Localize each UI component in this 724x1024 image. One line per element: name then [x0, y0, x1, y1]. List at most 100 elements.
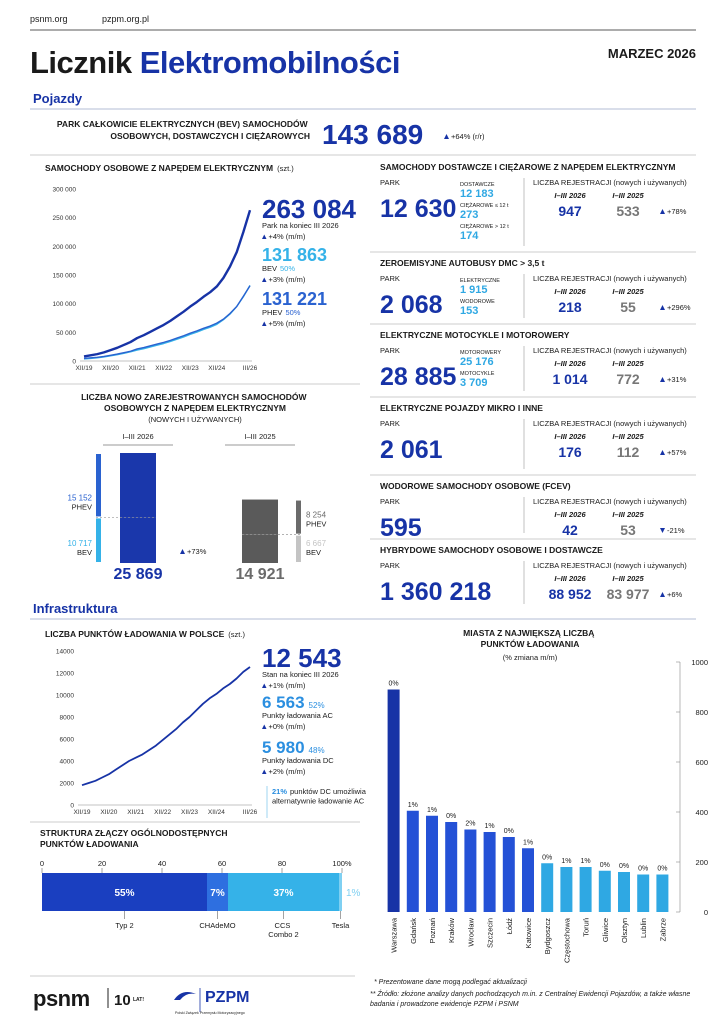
- y-tick-label: 2000: [60, 781, 75, 788]
- reg-title: LICZBA REJESTRACJI (nowych i używanych): [533, 346, 687, 355]
- bar: [656, 874, 669, 912]
- change: +5% (m/m): [269, 319, 306, 328]
- registrations: 772: [616, 371, 640, 387]
- park-label: PARK: [380, 561, 400, 570]
- registrations: 176: [558, 444, 582, 460]
- value-label: 8 254: [306, 511, 327, 520]
- x-tick-label: Warszawa: [390, 917, 399, 953]
- chart-subtitle: (NOWYCH I UŻYWANYCH): [148, 415, 242, 424]
- x-tick-label: XII/19: [74, 809, 91, 816]
- bar: [464, 829, 477, 912]
- series-name: PHEV: [72, 502, 92, 511]
- y-tick-label: 50 000: [56, 330, 76, 337]
- panel-title: ELEKTRYCZNE POJAZDY MIKRO I INNE: [380, 403, 543, 413]
- trend-arrow: [262, 769, 267, 774]
- x-tick-label: Lublin: [639, 918, 648, 938]
- y-tick-label: 0: [72, 359, 76, 366]
- park-label: PARK: [380, 497, 400, 506]
- x-tick-label: XII/23: [181, 809, 198, 816]
- period: I–III 2026: [554, 432, 586, 441]
- callout-value: 263 084: [262, 194, 357, 224]
- period: I–III 2025: [612, 191, 644, 200]
- callout-value: 131 221: [262, 289, 327, 309]
- bar-segment: [207, 873, 228, 911]
- bar-segment: [228, 873, 339, 911]
- total-label: 14 921: [236, 566, 285, 583]
- chart-title: SAMOCHODY OSOBOWE Z NAPĘDEM ELEKTRYCZNYM: [45, 163, 273, 173]
- y-tick-label: 250 000: [53, 215, 77, 222]
- x-tick-label: Wrocław: [466, 917, 475, 946]
- panel-title: ZEROEMISYJNE AUTOBUSY DMC > 3,5 t: [380, 258, 545, 268]
- bar: [618, 872, 630, 912]
- x-tick-label: Gliwice: [601, 918, 610, 942]
- logo-mark: [174, 992, 196, 1000]
- park-value: 1 360 218: [380, 578, 491, 606]
- share-bar: [296, 535, 301, 562]
- breakdown-label: CIĘŻAROWE > 12 t: [460, 223, 509, 230]
- registrations: 55: [620, 299, 636, 315]
- x-tick-label: XII/21: [129, 365, 146, 372]
- x-tick-label: XII/22: [155, 365, 172, 372]
- panel-title: HYBRYDOWE SAMOCHODY OSOBOWE I DOSTAWCZE: [380, 545, 603, 555]
- park-value: 2 061: [380, 436, 443, 464]
- y-tick-label: 200 000: [53, 244, 77, 251]
- change-label: 1%: [408, 802, 418, 809]
- y-tick-label: 100 000: [53, 301, 77, 308]
- logo-caption: Polski Związek Przemysłu Motoryzacyjnego: [175, 1011, 245, 1015]
- footnote: * Prezentowane dane mogą podlegać aktual…: [374, 979, 527, 986]
- panel-title: ELEKTRYCZNE MOTOCYKLE I MOTOROWERY: [380, 330, 570, 340]
- park-label: PARK: [380, 178, 400, 187]
- change: +1% (m/m): [269, 681, 306, 690]
- period: I–III 2025: [612, 432, 644, 441]
- value-label: 37%: [273, 888, 293, 899]
- bar-segment: [120, 453, 156, 518]
- change-label: 0%: [542, 854, 552, 861]
- change: +3% (m/m): [269, 275, 306, 284]
- change: +2% (m/m): [269, 767, 306, 776]
- trend-arrow: [262, 277, 267, 282]
- trend-arrow: [660, 209, 665, 214]
- breakdown-value: 174: [460, 230, 479, 242]
- bar: [445, 822, 458, 912]
- change: +31%: [667, 375, 687, 384]
- trend-arrow: [660, 305, 665, 310]
- chart-unit: (szt.): [277, 164, 294, 173]
- change: +64% (r/r): [451, 132, 485, 141]
- total-label: 25 869: [114, 566, 163, 583]
- note-text: punktów DC umożliwia alternatywnie ładow…: [272, 787, 368, 806]
- bar: [483, 832, 496, 912]
- x-tick-label: 20: [98, 859, 106, 868]
- callout-label: Stan na koniec III 2026: [262, 670, 339, 679]
- x-tick-label: Kraków: [447, 917, 456, 943]
- category-label: CCS Combo 2: [268, 921, 298, 939]
- change-label: 0%: [389, 681, 399, 688]
- x-tick-label: Toruń: [582, 918, 591, 937]
- change-label: 1%: [427, 807, 437, 814]
- period: I–III 2026: [554, 574, 586, 583]
- breakdown-value: 1 915: [460, 284, 488, 296]
- callout-value: 131 863: [262, 245, 327, 265]
- period: I–III 2025: [612, 510, 644, 519]
- line-series: [83, 209, 252, 358]
- link: psnm.org: [30, 14, 68, 24]
- section-title: Pojazdy: [33, 91, 83, 106]
- chart-title: STRUKTURA ZŁĄCZY OGÓLNODOSTĘPNYCH PUNKTÓ…: [40, 827, 230, 849]
- breakdown-value: 153: [460, 305, 478, 317]
- period: I–III 2026: [554, 287, 586, 296]
- share-bar: [96, 518, 101, 562]
- line-series: [83, 285, 251, 360]
- breakdown-label: MOTOCYKLE: [460, 371, 495, 377]
- trend-arrow: [262, 234, 267, 239]
- bar-segment: [42, 873, 207, 911]
- value-label: 15 152: [68, 493, 93, 502]
- period: I–III 2025: [612, 574, 644, 583]
- callout-value: 6 563: [262, 693, 305, 712]
- bar: [637, 874, 650, 912]
- y-tick-label: 150 000: [53, 273, 77, 280]
- x-tick-label: XII/19: [76, 365, 93, 372]
- bar-segment: [120, 517, 156, 563]
- change-label: 1%: [561, 858, 571, 865]
- callout-label: Punkty ładowania AC: [262, 711, 333, 720]
- bar-segment: [339, 873, 342, 911]
- chart-title: MIASTA Z NAJWIĘKSZĄ LICZBĄ PUNKTÓW ŁADOW…: [463, 628, 597, 649]
